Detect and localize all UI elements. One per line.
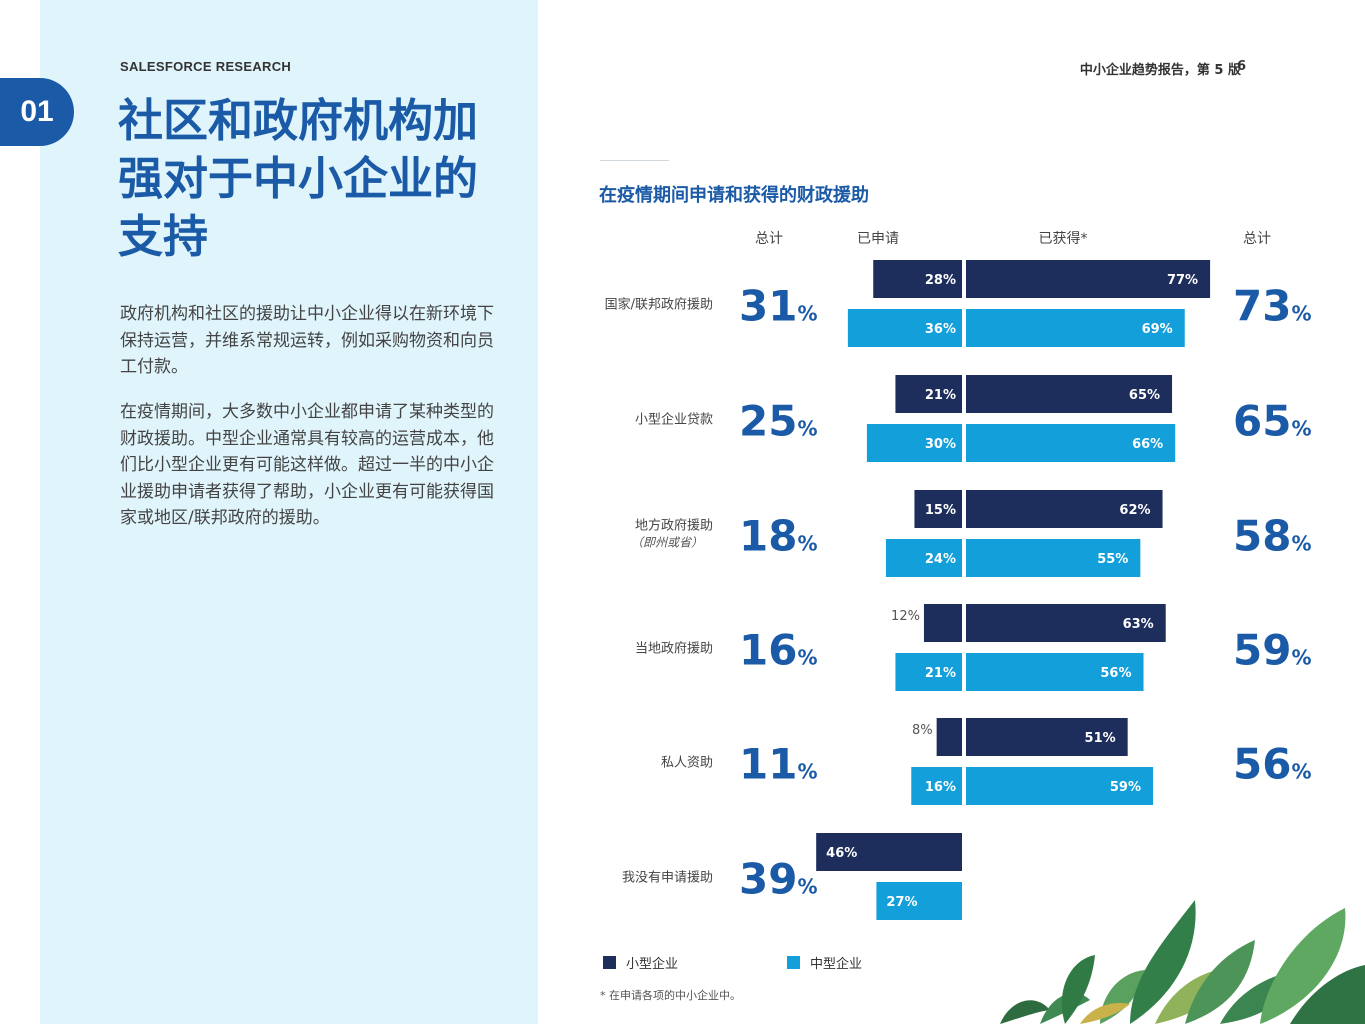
total-applied-value: 18%: [739, 512, 818, 561]
bar-received-small: [966, 604, 1166, 642]
total-received-value: 56%: [1233, 740, 1312, 789]
total-applied-value: 25%: [739, 397, 818, 446]
bar-applied-label-small: 15%: [925, 503, 956, 518]
bar-applied-label-medium: 27%: [886, 895, 917, 910]
bar-applied-small: [923, 604, 962, 642]
bar-applied-medium: [876, 882, 962, 920]
legend-label-medium: 中型企业: [810, 957, 863, 972]
column-header-applied: 已申请: [857, 231, 899, 247]
research-label: SALESFORCE RESEARCH: [120, 59, 292, 74]
bar-applied-small: [816, 833, 962, 871]
bar-received-label-medium: 59%: [1110, 780, 1141, 795]
bar-received-label-small: 77%: [1167, 273, 1198, 288]
bar-received-medium: [966, 539, 1141, 577]
bar-received-medium: [966, 309, 1185, 347]
bar-received-label-small: 62%: [1119, 503, 1150, 518]
column-header-total-applied: 总计: [755, 231, 783, 247]
category-label: 私人资助: [661, 756, 713, 771]
bar-received-label-medium: 66%: [1132, 437, 1163, 452]
bar-applied-small: [914, 490, 962, 528]
total-received-value: 73%: [1233, 282, 1312, 331]
bar-received-medium: [966, 424, 1176, 462]
category-label: 地方政府援助: [635, 518, 713, 534]
chart-rule: [600, 160, 669, 161]
column-header-total-received: 总计: [1243, 231, 1271, 247]
category-sublabel: （即州或省）: [631, 536, 703, 550]
page-number: 6: [1237, 59, 1247, 74]
bar-received-small: [966, 718, 1128, 756]
total-applied-value: 11%: [739, 740, 818, 789]
bar-applied-label-medium: 36%: [925, 322, 956, 337]
total-received-value: 65%: [1233, 397, 1312, 446]
column-header-received: 已获得*: [1039, 230, 1088, 247]
chapter-badge: 01: [0, 78, 74, 146]
chart-title: 在疫情期间申请和获得的财政援助: [599, 185, 869, 206]
legend-label-small: 小型企业: [626, 957, 679, 972]
bar-received-label-small: 65%: [1129, 388, 1160, 403]
bar-applied-medium: [885, 539, 962, 577]
bar-received-label-medium: 56%: [1100, 666, 1131, 681]
legend-item-small: 小型企业: [603, 953, 678, 972]
category-label: 国家/联邦政府援助: [605, 297, 713, 313]
bar-applied-small: [895, 375, 962, 413]
left-panel: [40, 0, 538, 1024]
bar-applied-small: [873, 260, 962, 298]
category-label: 我没有申请援助: [622, 871, 713, 886]
bar-applied-label-small: 8%: [912, 723, 933, 738]
bar-applied-small: [936, 718, 962, 756]
bar-received-medium: [966, 767, 1154, 805]
bar-applied-label-small: 46%: [826, 846, 857, 861]
total-applied-value: 31%: [739, 282, 818, 331]
bar-applied-label-medium: 24%: [925, 552, 956, 567]
bar-applied-label-medium: 30%: [925, 437, 956, 452]
report-title: 中小企业趋势报告，第 5 版: [1079, 63, 1241, 78]
page-title: 社区和政府机构加强对于中小企业的支持: [118, 94, 479, 263]
bar-received-small: [966, 490, 1163, 528]
legend-swatch-small: [603, 956, 616, 969]
bar-applied-medium: [866, 424, 962, 462]
bar-applied-label-medium: 16%: [925, 780, 956, 795]
body-paragraph-1: 政府机构和社区的援助让中小企业得以在新环境下保持运营，并维系常规运转，例如采购物…: [120, 304, 494, 377]
bar-applied-label-small: 21%: [925, 388, 956, 403]
leaf-illustration: [1000, 900, 1365, 1024]
bar-received-label-small: 63%: [1123, 617, 1154, 632]
total-received-value: 59%: [1233, 626, 1312, 675]
body-paragraph-2: 在疫情期间，大多数中小企业都申请了某种类型的财政援助。中型企业通常具有较高的运营…: [120, 402, 494, 528]
chart-footnote: * 在申请各项的中小企业中。: [600, 989, 741, 1002]
bar-received-label-medium: 55%: [1097, 552, 1128, 567]
legend-swatch-medium: [787, 956, 800, 969]
category-label: 小型企业贷款: [635, 412, 713, 428]
bar-applied-label-medium: 21%: [925, 666, 956, 681]
bar-received-medium: [966, 653, 1144, 691]
total-applied-value: 39%: [739, 855, 818, 904]
bar-applied-label-small: 28%: [925, 273, 956, 288]
bar-applied-medium: [911, 767, 962, 805]
bar-received-small: [966, 260, 1211, 298]
bar-applied-label-small: 12%: [891, 609, 920, 624]
total-applied-value: 16%: [739, 626, 818, 675]
total-received-value: 58%: [1233, 512, 1312, 561]
bar-received-small: [966, 375, 1173, 413]
leaf-cluster: [1000, 900, 1365, 1024]
category-label: 当地政府援助: [635, 642, 713, 657]
bar-received-label-small: 51%: [1085, 731, 1116, 746]
bar-applied-medium: [895, 653, 962, 691]
bar-applied-medium: [847, 309, 962, 347]
legend-item-medium: 中型企业: [787, 953, 862, 972]
bar-received-label-medium: 69%: [1142, 322, 1173, 337]
